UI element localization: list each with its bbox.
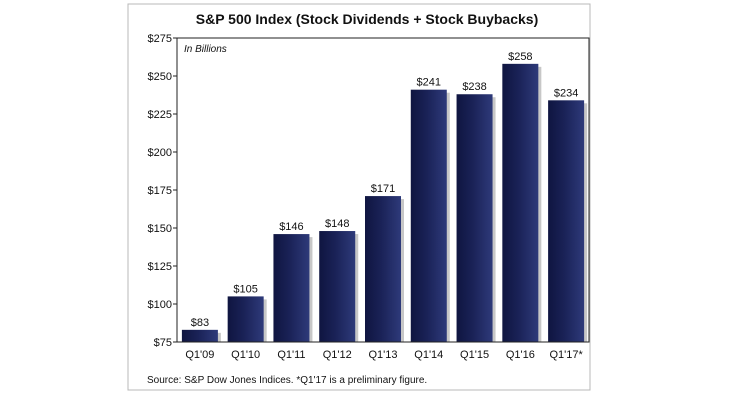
x-tick-label: Q1'17* [549,349,583,361]
value-label: $148 [325,218,349,230]
bar [181,329,218,342]
x-tick-label: Q1'09 [185,349,214,361]
bar [365,196,401,342]
value-label: $83 [191,317,209,329]
y-tick-label: $275 [148,33,172,45]
source-note: Source: S&P Dow Jones Indices. *Q1'17 is… [147,375,427,386]
x-tick-label: Q1'14 [414,349,443,361]
x-axis: Q1'09 Q1'10 Q1'11 Q1'12 Q1'13 Q1'14 Q1'15 Q1'16… [185,349,583,361]
unit-note: In Billions [184,44,227,55]
y-tick-label: $150 [148,223,172,235]
y-tick-label: $125 [148,261,172,273]
value-label: $146 [279,221,303,233]
y-tick-label: $250 [148,71,172,83]
x-tick-label: Q1'13 [368,349,397,361]
bar [319,231,356,342]
x-tick-label: Q1'12 [323,349,352,361]
x-tick-label: Q1'11 [277,349,305,361]
bar [410,89,447,343]
bar [273,234,310,342]
x-tick-label: Q1'10 [231,349,260,361]
bar [548,100,585,342]
y-tick-label: $175 [148,185,172,197]
x-tick-label: Q1'16 [506,349,535,361]
value-label: $238 [462,81,486,93]
x-tick-label: Q1'15 [460,349,489,361]
value-label: $241 [417,77,441,89]
value-label: $234 [554,87,578,99]
value-label: $171 [371,183,395,195]
bars: $83 $105 $146 $148 $171 $241 $238 $258 $234 [181,51,588,343]
chart-title: S&P 500 Index (Stock Dividends + Stock B… [196,11,538,27]
y-tick-label: $75 [154,337,172,349]
value-label: $105 [233,283,257,295]
value-label: $258 [508,51,532,63]
y-tick-label: $225 [148,109,172,121]
y-tick-label: $200 [148,147,172,159]
y-tick-label: $100 [148,299,172,311]
bar [502,63,539,343]
y-axis: $75 $100 $125 $150 $175 $200 $225 $250 $275 [148,33,177,349]
bar [227,296,264,342]
plot-border [176,37,590,343]
bar [456,94,493,343]
